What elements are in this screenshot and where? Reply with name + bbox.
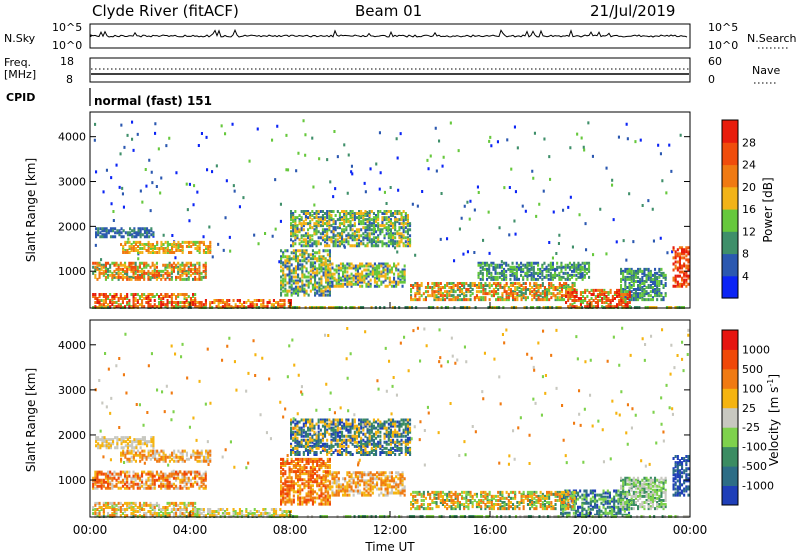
colorbar-swatch [722, 142, 738, 166]
velocity-panel: 1000 2000 3000 4000 Slant Range [km] 1000 50… [24, 302, 781, 554]
colorbar-swatch [722, 485, 738, 506]
velocity-colorbar-unit-sup: -1 [766, 379, 775, 387]
range-cell-group [92, 246, 690, 309]
y-tick-label: 2000 [58, 429, 86, 442]
freq-left-tick-bottom: 8 [66, 73, 73, 86]
power-colorbar-label: Power [dB] [761, 177, 775, 242]
colorbar-tick-label: 16 [742, 203, 756, 216]
x-tick-label: 08:00 [273, 523, 308, 537]
power-scatter-cells [92, 119, 690, 310]
freq-strip: Freq. [MHz] 18 8 60 0 Nave [4, 55, 780, 86]
time-x-axis: 00:00 04:00 08:00 12:00 16:00 20:00 00:00 [73, 302, 708, 537]
colorbar-tick-label: -100 [742, 441, 767, 454]
nave-right-tick-bottom: 0 [708, 73, 715, 86]
colorbar-swatch [722, 253, 738, 277]
freq-label-line2: [MHz] [4, 68, 36, 81]
colorbar-tick-label: 4 [742, 270, 749, 283]
nave-right-tick-top: 60 [708, 55, 722, 68]
power-y-axis-label: Slant Range [km] [24, 158, 38, 262]
colorbar-tick-label: -25 [742, 421, 760, 434]
velocity-scatter-cells [92, 326, 690, 518]
x-tick-label: 00:00 [73, 523, 108, 537]
velocity-colorbar-label: Velocity [m s-1] [766, 374, 781, 466]
noise-left-tick-top: 10^5 [52, 21, 82, 34]
site-title: Clyde River (fitACF) [92, 2, 239, 20]
y-tick-label: 4000 [58, 131, 86, 144]
range-cell-group [93, 122, 673, 302]
y-tick-label: 1000 [58, 265, 86, 278]
range-cell-group [92, 121, 682, 310]
colorbar-swatch [722, 120, 738, 143]
velocity-colorbar: 1000 500 100 25 -25 -100 -500 -1000 [721, 329, 774, 506]
velocity-colorbar-title: Velocity [767, 419, 781, 466]
beam-title: Beam 01 [355, 2, 422, 20]
noise-sky-label: N.Sky [4, 32, 36, 45]
colorbar-tick-label: 500 [742, 363, 763, 376]
x-tick-label: 04:00 [173, 523, 208, 537]
range-cell-group [92, 326, 665, 518]
colorbar-tick-label: 20 [742, 181, 756, 194]
date-title: 21/Jul/2019 [590, 2, 675, 20]
cpid-value: normal (fast) 151 [94, 94, 212, 108]
colorbar-swatch [722, 427, 738, 448]
noise-trace-line [90, 28, 688, 38]
cpid-strip: CPID normal (fast) 151 [6, 88, 212, 108]
velocity-y-axis-label: Slant Range [km] [24, 368, 38, 472]
colorbar-swatch [722, 186, 738, 210]
colorbar-tick-label: -500 [742, 460, 767, 473]
power-panel: 1000 2000 3000 4000 Slant Range [km] 4 8 12 16… [24, 111, 775, 310]
noise-right-tick-bottom: 10^0 [708, 39, 738, 52]
noise-trace [90, 28, 688, 38]
colorbar-swatch [722, 330, 738, 350]
freq-left-tick-top: 18 [60, 55, 74, 68]
colorbar-swatch [722, 466, 738, 486]
power-colorbar: 4 8 12 16 20 24 28 [721, 119, 756, 299]
x-tick-label: 12:00 [373, 523, 408, 537]
colorbar-swatch [722, 275, 738, 299]
x-tick-label: 20:00 [573, 523, 608, 537]
x-tick-label: 00:00 [673, 523, 708, 537]
colorbar-tick-label: 12 [742, 225, 756, 238]
noise-right-tick-top: 10^5 [708, 21, 738, 34]
noise-left-tick-bottom: 10^0 [52, 39, 82, 52]
y-tick-label: 4000 [58, 339, 86, 352]
freq-strip-frame [89, 57, 691, 83]
cpid-label: CPID [6, 91, 35, 104]
colorbar-swatch [722, 368, 738, 389]
freq-label-line1: Freq. [4, 56, 31, 69]
noise-strip-frame [89, 23, 691, 49]
colorbar-swatch [722, 446, 738, 467]
colorbar-tick-label: 100 [742, 382, 763, 395]
colorbar-swatch [722, 164, 738, 188]
y-tick-label: 3000 [58, 176, 86, 189]
range-cell-group [92, 457, 331, 506]
noise-search-label: N.Search [747, 32, 797, 45]
velocity-colorbar-unit-end: ] [767, 374, 781, 379]
colorbar-frame [721, 329, 739, 506]
colorbar-swatch [722, 388, 738, 409]
colorbar-tick-label: 1000 [742, 343, 770, 356]
colorbar-swatch [722, 231, 738, 255]
colorbar-tick-label: 25 [742, 402, 756, 415]
colorbar-frame [721, 119, 739, 299]
colorbar-tick-label: 8 [742, 248, 749, 261]
y-tick-label: 3000 [58, 384, 86, 397]
colorbar-tick-label: 24 [742, 159, 756, 172]
nave-label: Nave [752, 64, 780, 77]
velocity-colorbar-unit: [m s [767, 387, 781, 413]
power-y-axis: 1000 2000 3000 4000 [58, 131, 690, 278]
velocity-y-axis: 1000 2000 3000 4000 [58, 339, 690, 487]
colorbar-swatch [722, 349, 738, 370]
colorbar-tick-label: -1000 [742, 480, 774, 493]
colorbar-tick-label: 28 [742, 136, 756, 149]
y-tick-label: 2000 [58, 220, 86, 233]
y-tick-label: 1000 [58, 474, 86, 487]
x-tick-label: 16:00 [473, 523, 508, 537]
colorbar-swatch [722, 407, 738, 428]
colorbar-swatch [722, 209, 738, 232]
noise-strip: N.Sky 10^5 10^0 10^5 10^0 N.Search [4, 21, 797, 52]
time-axis-label: Time UT [364, 540, 415, 554]
